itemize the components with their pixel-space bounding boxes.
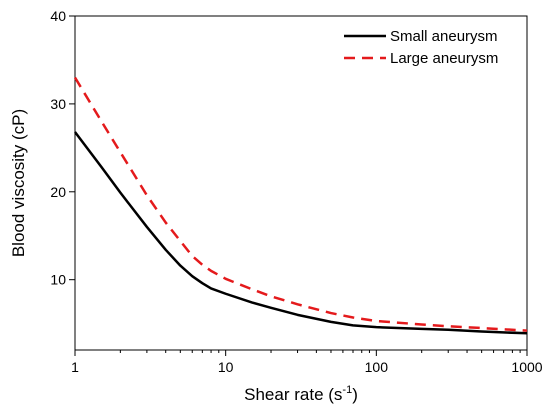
x-tick-label: 10	[218, 359, 234, 375]
series-lines	[73, 76, 528, 335]
x-axis-title-end: )	[352, 385, 358, 404]
x-axis-title-main: Shear rate (s	[244, 385, 342, 404]
x-tick-label: 1000	[511, 359, 542, 375]
legend-label-large-aneurysm: Large aneurysm	[390, 50, 498, 67]
y-tick-label: 30	[50, 96, 66, 112]
series-line-large-aneurysm	[73, 76, 528, 332]
plot-area	[74, 15, 528, 351]
y-tick-label: 10	[50, 272, 66, 288]
legend-label-small-aneurysm: Small aneurysm	[390, 28, 498, 45]
x-axis-title: Shear rate (s-1)	[244, 384, 358, 404]
x-tick-label: 1	[71, 359, 79, 375]
x-tick-label: 100	[365, 359, 389, 375]
axis-tick-labels: 1 10 100 1000 10 20 30 40	[50, 8, 542, 375]
plot-frame	[74, 15, 528, 351]
series-line-small-aneurysm	[74, 131, 528, 335]
y-axis-title: Blood viscosity (cP)	[9, 109, 28, 257]
axis-ticks	[69, 15, 528, 356]
y-tick-label: 20	[50, 184, 66, 200]
y-tick-label: 40	[50, 8, 66, 24]
legend: Small aneurysm Large aneurysm	[344, 28, 498, 67]
x-axis-title-superscript: -1	[342, 384, 352, 396]
